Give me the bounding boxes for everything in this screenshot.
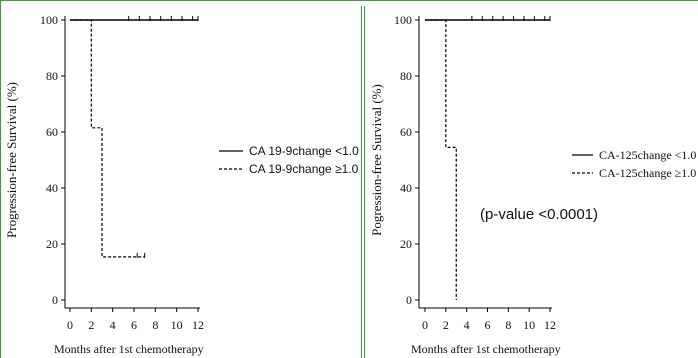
x-tick-label: 4 (464, 318, 470, 332)
x-axis-label: Months after 1st chemotherapy (411, 342, 561, 356)
y-tick-label: 60 (46, 125, 58, 139)
x-tick-label: 8 (152, 318, 158, 332)
x-axis-label: Months after 1st chemotherapy (54, 342, 204, 356)
y-tick-label: 20 (46, 237, 58, 251)
legend-label: CA 19-9change ≥1.0 (249, 162, 359, 176)
y-axis-label: Progression-free Survival (%) (4, 82, 19, 238)
x-tick-label: 8 (505, 318, 511, 332)
legend-label: CA-125change <1.0 (599, 148, 696, 162)
y-tick-label: 40 (400, 181, 412, 195)
panel-divider (361, 6, 362, 358)
y-tick-label: 0 (52, 293, 58, 307)
legend-label: CA 19-9change <1.0 (249, 144, 359, 158)
y-tick-label: 40 (46, 181, 58, 195)
series-line (425, 19, 457, 300)
y-tick-label: 100 (394, 13, 412, 27)
x-tick-label: 10 (523, 318, 535, 332)
x-tick-label: 0 (67, 318, 73, 332)
y-tick-label: 100 (40, 13, 58, 27)
y-tick-label: 80 (400, 69, 412, 83)
panel-divider (364, 6, 365, 358)
x-tick-label: 2 (88, 318, 94, 332)
x-tick-label: 6 (485, 318, 491, 332)
x-tick-label: 0 (422, 318, 428, 332)
p-value-annotation: (p-value <0.0001) (480, 206, 598, 223)
y-tick-label: 0 (406, 293, 412, 307)
series-line (70, 19, 145, 258)
x-tick-label: 12 (544, 318, 556, 332)
x-tick-label: 6 (131, 318, 137, 332)
x-tick-label: 12 (192, 318, 204, 332)
legend-label: CA-125change ≥1.0 (599, 166, 696, 180)
x-tick-label: 4 (110, 318, 116, 332)
y-axis-label: Pogression-free Survival (%) (369, 84, 384, 236)
y-tick-label: 80 (46, 69, 58, 83)
x-tick-label: 2 (443, 318, 449, 332)
x-tick-label: 10 (171, 318, 183, 332)
chart-panel-ca125: 0 20 40 60 80 100 0 2 4 6 8 10 12 Pogression-free Sur… (369, 13, 696, 356)
chart-panel-ca19-9: 0 20 40 60 80 100 0 2 4 6 8 10 12 Progression-free Su… (4, 13, 359, 356)
y-tick-label: 60 (400, 125, 412, 139)
y-tick-label: 20 (400, 237, 412, 251)
